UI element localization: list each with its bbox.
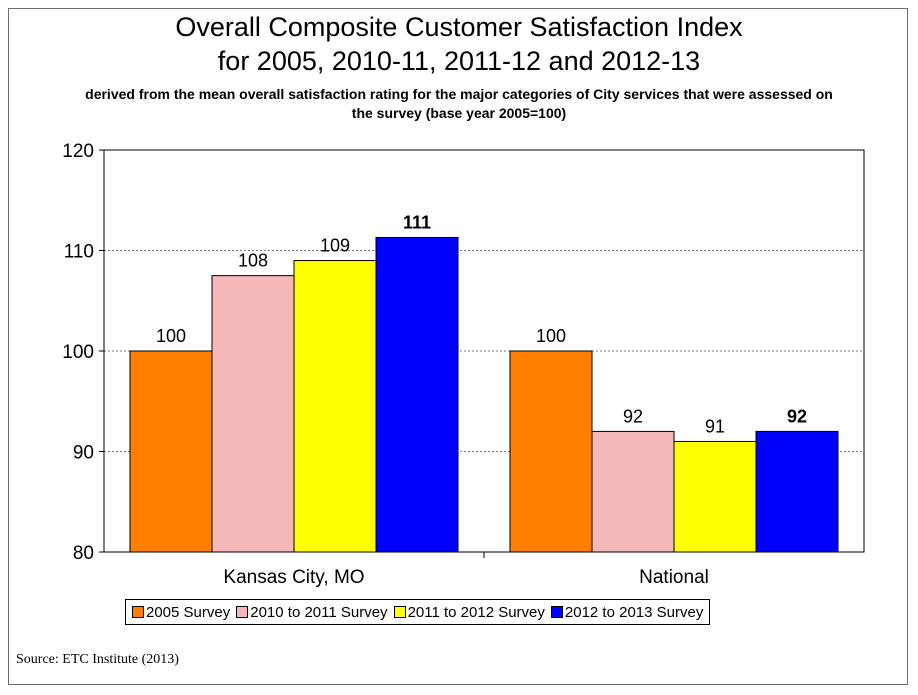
y-tick-label: 120 xyxy=(62,141,94,162)
legend-label: 2010 to 2011 Survey xyxy=(250,603,388,621)
legend-swatch xyxy=(393,606,406,618)
data-label: 108 xyxy=(238,251,268,271)
data-label: 100 xyxy=(156,326,186,346)
legend-swatch xyxy=(236,606,249,618)
legend: 2005 Survey 2010 to 2011 Survey 2011 to 20… xyxy=(125,599,711,625)
chart-title-line1: Overall Composite Customer Satisfaction … xyxy=(175,12,743,42)
bar xyxy=(293,260,377,553)
bar xyxy=(375,236,459,553)
bar xyxy=(673,440,757,553)
chart-title-line2: for 2005, 2010-11, 2011-12 and 2012-13 xyxy=(217,46,701,76)
data-label: 91 xyxy=(705,416,725,436)
data-label: 111 xyxy=(403,212,431,232)
x-category-label: National xyxy=(639,567,709,588)
data-label: 100 xyxy=(536,326,566,346)
legend-label: 2012 to 2013 Survey xyxy=(564,603,704,621)
y-tick-label: 80 xyxy=(73,543,94,564)
legend-swatch xyxy=(550,606,563,618)
y-tick-label: 110 xyxy=(64,242,94,263)
legend-item: 2011 to 2012 Survey xyxy=(393,603,545,621)
source-note: Source: ETC Institute (2013) xyxy=(16,652,179,667)
y-tick-label: 90 xyxy=(73,443,94,464)
bar xyxy=(755,430,839,553)
legend-label: 2005 Survey xyxy=(146,603,231,621)
x-category-label: Kansas City, MO xyxy=(223,567,364,588)
legend-item: 2010 to 2011 Survey xyxy=(236,603,388,621)
legend-item: 2012 to 2013 Survey xyxy=(550,603,704,621)
chart-subtitle: derived from the mean overall satisfacti… xyxy=(85,86,833,121)
y-tick-label: 100 xyxy=(62,342,94,363)
data-label: 92 xyxy=(623,406,643,426)
legend-swatch xyxy=(132,606,144,618)
bar xyxy=(129,350,213,553)
legend-label: 2011 to 2012 Survey xyxy=(407,603,545,621)
data-label: 92 xyxy=(787,406,807,426)
legend-item: 2005 Survey xyxy=(132,604,230,621)
bar xyxy=(211,275,295,553)
data-label: 109 xyxy=(320,236,350,256)
bar xyxy=(509,350,593,553)
bar xyxy=(591,430,675,553)
